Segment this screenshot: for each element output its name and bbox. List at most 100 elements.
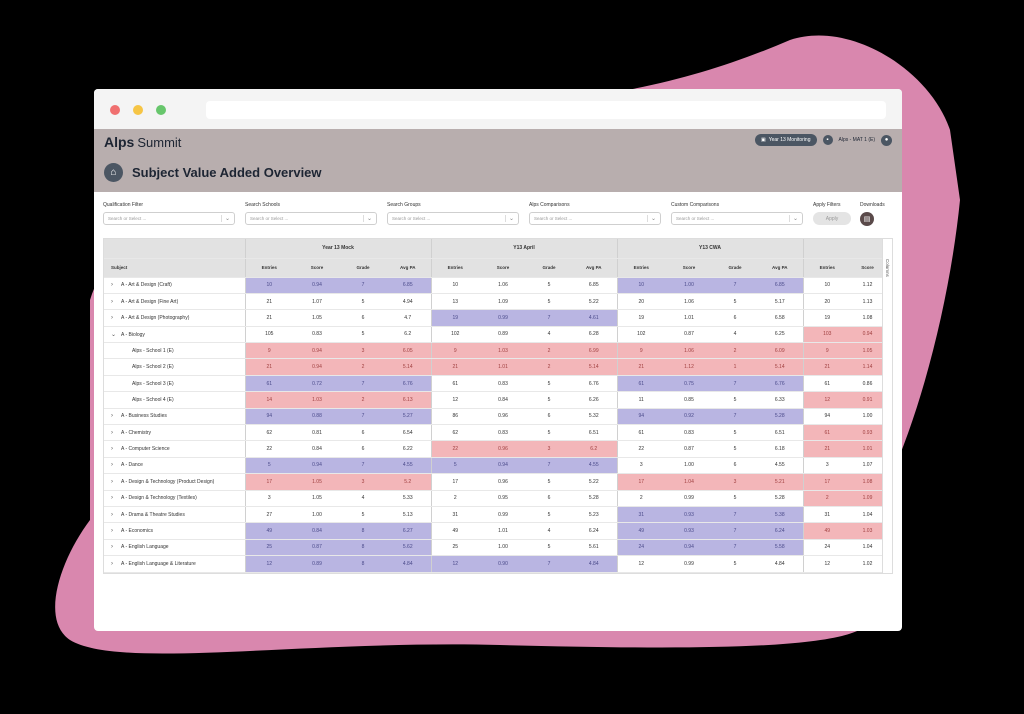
user-icon[interactable]: ● bbox=[881, 134, 892, 146]
value-cell: 31 bbox=[617, 506, 665, 524]
chevron-right-icon[interactable]: › bbox=[111, 314, 113, 321]
value-cell: 25 bbox=[245, 539, 293, 557]
column-header[interactable]: Entries bbox=[803, 258, 851, 278]
value-cell: 7 bbox=[713, 408, 757, 426]
chevron-right-icon[interactable]: › bbox=[111, 462, 113, 469]
table-row[interactable]: › A - English Language 25 0.87 8 5.62 25 1.00 5 5… bbox=[104, 539, 884, 557]
value-cell: 20 bbox=[617, 293, 665, 311]
value-cell: 49 bbox=[617, 522, 665, 540]
close-dot[interactable] bbox=[110, 105, 120, 115]
qualification-select[interactable]: Search or Select ... ⌄ bbox=[103, 212, 235, 225]
chevron-right-icon[interactable]: › bbox=[111, 413, 113, 420]
column-header[interactable]: Entries bbox=[617, 258, 665, 278]
table-row[interactable]: › A - Design & Technology (Textiles) 3 1.05… bbox=[104, 490, 884, 507]
chevron-right-icon[interactable]: › bbox=[111, 495, 113, 502]
chevron-right-icon[interactable]: › bbox=[111, 544, 113, 551]
value-cell: 5 bbox=[527, 506, 571, 524]
chevron-right-icon[interactable]: › bbox=[111, 478, 113, 485]
value-cell: 1.12 bbox=[665, 358, 713, 376]
value-cell: 1.14 bbox=[851, 358, 884, 376]
column-header[interactable]: Entries bbox=[245, 258, 293, 278]
value-cell: 3 bbox=[617, 457, 665, 475]
chevron-right-icon[interactable]: › bbox=[111, 429, 113, 436]
maximize-dot[interactable] bbox=[156, 105, 166, 115]
value-cell: 2 bbox=[617, 490, 665, 507]
value-cell: 0.95 bbox=[479, 490, 527, 507]
value-cell: 4.94 bbox=[385, 293, 432, 311]
table-row[interactable]: › A - Design & Technology (Product Design… bbox=[104, 473, 884, 491]
column-header[interactable]: Entries bbox=[431, 258, 479, 278]
subject-label: A - Dance bbox=[121, 462, 143, 469]
schools-select[interactable]: Search or Select ... ⌄ bbox=[245, 212, 377, 225]
table-row[interactable]: › A - Drama & Theatre Studies 27 1.00 5 5.13 3… bbox=[104, 506, 884, 524]
group-blank bbox=[104, 239, 246, 259]
minimize-dot[interactable] bbox=[133, 105, 143, 115]
value-cell: 3 bbox=[245, 490, 293, 507]
logo[interactable]: Alps Summit bbox=[104, 134, 181, 150]
column-header[interactable]: Score bbox=[665, 258, 713, 278]
value-cell: 12 bbox=[431, 391, 479, 409]
column-header[interactable]: Avg PA bbox=[385, 258, 432, 278]
apply-button[interactable]: Apply bbox=[813, 212, 851, 225]
filter-label: Custom Comparisons bbox=[671, 202, 720, 208]
column-header[interactable]: Avg PA bbox=[571, 258, 618, 278]
custom-comparisons-select[interactable]: Search or Select ... ⌄ bbox=[671, 212, 803, 225]
subject-label: A - Art & Design (Photography) bbox=[121, 314, 190, 321]
subject-label: Alps - School 3 (E) bbox=[132, 380, 174, 387]
chevron-right-icon[interactable]: › bbox=[111, 298, 113, 305]
table-row[interactable]: › A - Business Studies 94 0.88 7 5.27 86 0.96 6 5… bbox=[104, 408, 884, 426]
filter-label: Qualification Filter bbox=[103, 202, 144, 208]
column-header[interactable]: Score bbox=[851, 258, 884, 278]
value-cell: 1.04 bbox=[851, 539, 884, 557]
table-row[interactable]: › A - English Language & Literature 12 0.89… bbox=[104, 555, 884, 573]
table-row[interactable]: Alps - School 4 (E) 14 1.03 2 6.13 12 0.84 5 6.2… bbox=[104, 391, 884, 409]
table-row[interactable]: › A - Computer Science 22 0.84 6 6.22 22 0.96 3 6… bbox=[104, 440, 884, 458]
subject-label: A - English Language & Literature bbox=[121, 560, 196, 567]
value-cell: 5.2 bbox=[385, 473, 432, 491]
browser-chrome bbox=[94, 89, 902, 129]
column-header[interactable]: Grade bbox=[527, 258, 571, 278]
chevron-right-icon[interactable]: › bbox=[111, 282, 113, 289]
alps-comparisons-select[interactable]: Search or Select ... ⌄ bbox=[529, 212, 661, 225]
table-row[interactable]: Alps - School 3 (E) 61 0.72 7 6.76 61 0.83 5 6.7… bbox=[104, 375, 884, 393]
column-header[interactable]: Score bbox=[293, 258, 341, 278]
columns-panel-toggle[interactable]: Columns bbox=[882, 239, 892, 573]
table-row[interactable]: › A - Dance 5 0.94 7 4.55 5 0.94 7 4.55 3 1.00 6 4.55… bbox=[104, 457, 884, 475]
chevron-down-icon[interactable]: ⌄ bbox=[111, 331, 117, 338]
table-row[interactable]: Alps - School 1 (E) 9 0.94 3 6.05 9 1.03 2 6.99 9… bbox=[104, 342, 884, 360]
column-header[interactable]: Avg PA bbox=[757, 258, 804, 278]
value-cell: 5 bbox=[713, 391, 757, 409]
chevron-right-icon[interactable]: › bbox=[111, 446, 113, 453]
table-row[interactable]: Alps - School 2 (E) 21 0.94 2 5.14 21 1.01 2 5.1… bbox=[104, 358, 884, 376]
subject-label: Alps - School 4 (E) bbox=[132, 396, 174, 403]
value-cell: 5 bbox=[341, 506, 385, 524]
table-row[interactable]: › A - Art & Design (Photography) 21 1.05 6 4.… bbox=[104, 309, 884, 327]
table-row[interactable]: › A - Art & Design (Craft) 10 0.94 7 6.85 10 1.… bbox=[104, 277, 884, 294]
notification-icon[interactable]: ▪ bbox=[822, 135, 833, 145]
group-header: Y13 CWA bbox=[617, 239, 804, 259]
subject-cell: Alps - School 1 (E) bbox=[104, 342, 246, 360]
value-cell: 102 bbox=[431, 326, 479, 344]
table-row[interactable]: › A - Chemistry 62 0.81 6 6.54 62 0.83 5 6.51 61 0.… bbox=[104, 424, 884, 442]
column-header-subject[interactable]: Subject bbox=[104, 258, 246, 278]
value-cell: 0.84 bbox=[293, 522, 341, 540]
chevron-right-icon[interactable]: › bbox=[111, 560, 113, 567]
table-row[interactable]: › A - Art & Design (Fine Art) 21 1.07 5 4.94 1… bbox=[104, 293, 884, 311]
home-icon[interactable]: ⌂ bbox=[104, 163, 123, 182]
monitoring-pill[interactable]: ▣ Year 13 Monitoring bbox=[754, 134, 817, 146]
address-bar[interactable] bbox=[206, 101, 886, 119]
groups-select[interactable]: Search or Select ... ⌄ bbox=[387, 212, 519, 225]
chevron-right-icon[interactable]: › bbox=[111, 528, 113, 535]
value-cell: 2 bbox=[803, 490, 851, 507]
column-header[interactable]: Grade bbox=[341, 258, 385, 278]
table-row[interactable]: ⌄ A - Biology 105 0.83 5 6.2 102 0.89 4 6.28 102 0.… bbox=[104, 326, 884, 344]
value-cell: 1.07 bbox=[851, 457, 884, 475]
chevron-right-icon[interactable]: › bbox=[111, 511, 113, 518]
table-row[interactable]: › A - Economics 49 0.84 8 6.27 49 1.01 4 6.24 49 0.… bbox=[104, 522, 884, 540]
app-header: Alps Summit ▣ Year 13 Monitoring ▪ Alps … bbox=[94, 129, 902, 192]
value-cell: 103 bbox=[803, 326, 851, 344]
value-cell: 6.27 bbox=[385, 522, 432, 540]
column-header[interactable]: Score bbox=[479, 258, 527, 278]
column-header[interactable]: Grade bbox=[713, 258, 757, 278]
download-icon[interactable]: ▤ bbox=[860, 212, 874, 226]
